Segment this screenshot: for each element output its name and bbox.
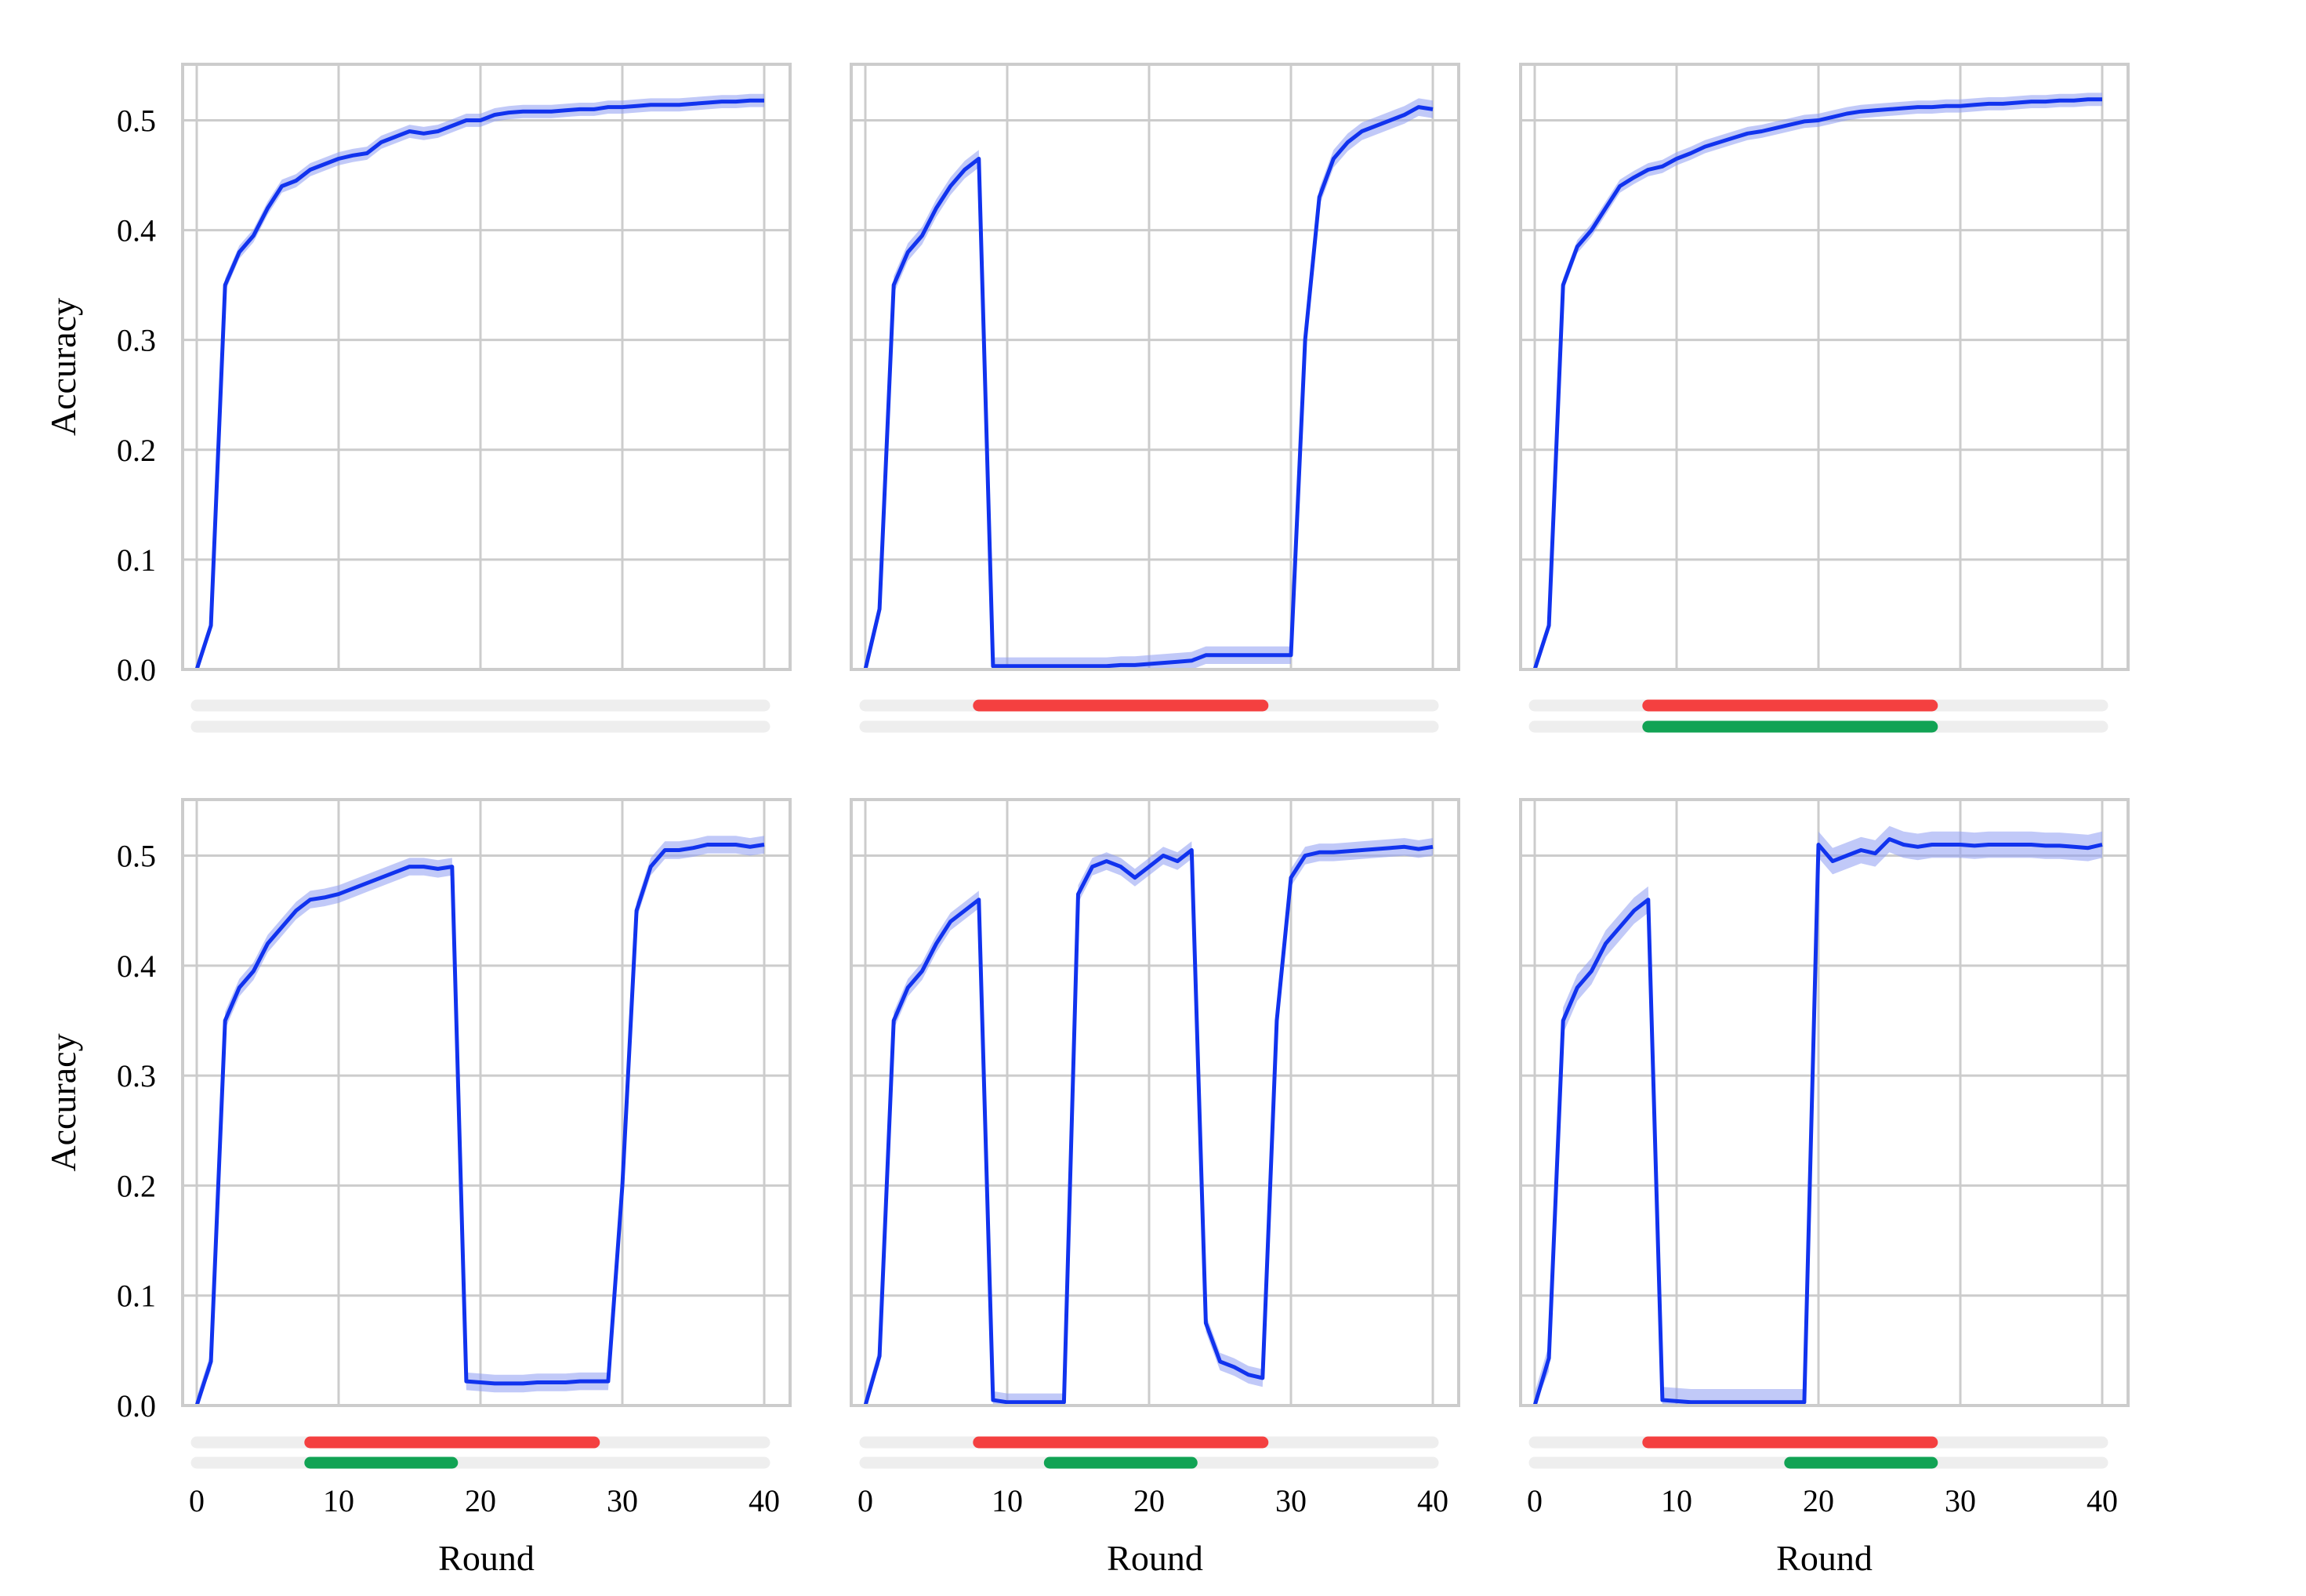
panel-top-right — [1519, 63, 2130, 733]
panel-bottom-middle: 0 10 20 30 40 Round — [850, 798, 1460, 1578]
panel-top-left: 0.0 0.1 0.2 0.3 0.4 0.5 Accuracy — [43, 63, 792, 733]
y-tick-label: 0.3 — [117, 323, 156, 358]
x-tick-label: 10 — [323, 1483, 354, 1518]
x-tick-label: 0 — [1527, 1483, 1543, 1518]
x-tick-label: 10 — [992, 1483, 1023, 1518]
x-tick-label: 40 — [1417, 1483, 1449, 1518]
panel-bottom-right: 0 10 20 30 40 Round — [1519, 798, 2130, 1578]
y-tick-label: 0.5 — [117, 103, 156, 138]
plot-frame — [850, 63, 1460, 671]
panel-top-middle — [850, 63, 1460, 733]
x-tick-label: 0 — [189, 1483, 205, 1518]
x-tick-label: 40 — [749, 1483, 780, 1518]
x-axis-title: Round — [1107, 1538, 1203, 1578]
x-tick-label: 20 — [1803, 1483, 1834, 1518]
x-tick-label: 20 — [1133, 1483, 1165, 1518]
x-axis-title: Round — [1776, 1538, 1873, 1578]
x-axis-title: Round — [438, 1538, 535, 1578]
plot-frame — [181, 798, 792, 1407]
y-tick-label: 0.2 — [117, 433, 156, 468]
x-tick-label: 0 — [857, 1483, 873, 1518]
x-tick-label: 20 — [465, 1483, 496, 1518]
y-axis-title: Accuracy — [43, 1033, 83, 1171]
y-tick-label: 0.0 — [117, 1388, 156, 1424]
x-tick-label: 30 — [1945, 1483, 1976, 1518]
x-tick-label: 30 — [607, 1483, 638, 1518]
plot-frame — [850, 798, 1460, 1407]
y-tick-label: 0.4 — [117, 949, 156, 984]
plot-frame — [1519, 798, 2130, 1407]
panel-bottom-left: 0.0 0.1 0.2 0.3 0.4 0.5 Accuracy 0 10 20 30 40 Round — [43, 798, 792, 1578]
plot-frame — [1519, 63, 2130, 671]
y-tick-label: 0.3 — [117, 1058, 156, 1094]
y-tick-label: 0.2 — [117, 1168, 156, 1203]
y-axis-title: Accuracy — [43, 298, 83, 436]
y-tick-label: 0.1 — [117, 542, 156, 578]
y-tick-label: 0.4 — [117, 213, 156, 248]
y-tick-label: 0.1 — [117, 1279, 156, 1314]
x-tick-label: 40 — [2087, 1483, 2118, 1518]
y-tick-label: 0.0 — [117, 652, 156, 687]
x-tick-label: 30 — [1275, 1483, 1307, 1518]
x-tick-label: 10 — [1661, 1483, 1692, 1518]
y-tick-label: 0.5 — [117, 839, 156, 874]
plot-frame — [181, 63, 792, 671]
